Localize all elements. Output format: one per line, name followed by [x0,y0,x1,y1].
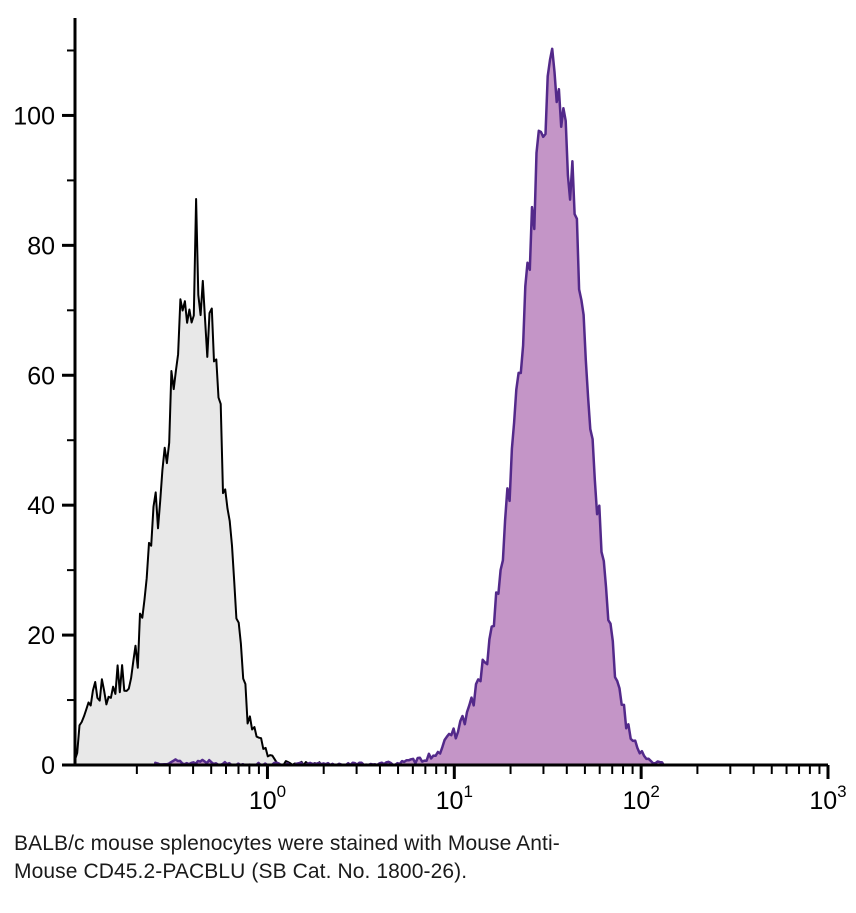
x-tick-label: 100 [249,782,286,815]
caption-line-2: Mouse CD45.2-PACBLU (SB Cat. No. 1800-26… [14,859,468,883]
y-tick-label: 20 [27,622,55,650]
histogram-svg: 0 20 40 60 80 100 100 101 102 103 [13,18,847,815]
y-tick-label: 80 [27,232,55,260]
axes [62,18,830,779]
y-tick-label: 100 [13,102,55,130]
series-unstained-control [74,198,325,766]
caption-line-1: BALB/c mouse splenocytes were stained wi… [14,832,560,855]
figure-caption: BALB/c mouse splenocytes were stained wi… [14,830,856,885]
x-tick-label: 103 [809,782,846,815]
histogram-chart: 0 20 40 60 80 100 100 101 102 103 [13,18,847,815]
y-tick-label: 0 [41,752,55,780]
y-tick-label: 40 [27,492,55,520]
x-tick-label: 102 [623,782,660,815]
y-tick-label: 60 [27,362,55,390]
x-tick-label: 101 [436,782,473,815]
